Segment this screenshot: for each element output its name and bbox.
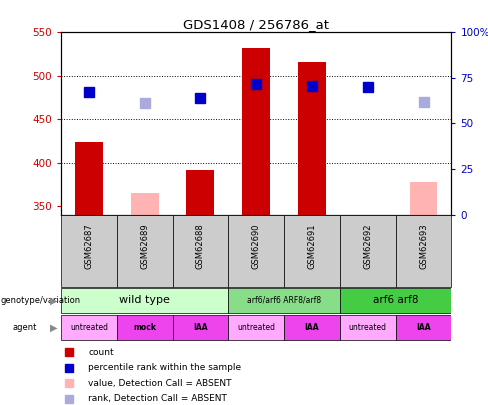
Bar [61,315,117,341]
Text: agent: agent [12,323,37,332]
Bar [340,288,451,313]
Bar [61,215,117,287]
Bar [228,215,284,287]
Bar [396,315,451,341]
Bar [173,215,228,287]
Text: GSM62687: GSM62687 [84,224,93,269]
Bar [173,315,228,341]
Bar [186,170,214,215]
Bar [131,193,159,215]
Text: GSM62689: GSM62689 [140,224,149,269]
Text: mock: mock [133,323,156,332]
Text: untreated: untreated [349,323,387,332]
Bar [340,315,396,341]
Bar [75,142,103,215]
Text: IAA: IAA [193,323,208,332]
Bar [396,215,451,287]
Text: ▶: ▶ [50,296,58,305]
Bar [298,62,326,215]
Text: wild type: wild type [119,296,170,305]
Text: percentile rank within the sample: percentile rank within the sample [88,363,242,372]
Bar [340,215,396,287]
Text: GSM62690: GSM62690 [252,224,261,269]
Text: value, Detection Call = ABSENT: value, Detection Call = ABSENT [88,379,232,388]
Bar [284,315,340,341]
Bar [61,288,228,313]
Text: ▶: ▶ [50,322,58,333]
Bar [228,315,284,341]
Text: count: count [88,347,114,357]
Title: GDS1408 / 256786_at: GDS1408 / 256786_at [183,18,329,31]
Text: GSM62688: GSM62688 [196,224,205,269]
Text: GSM62693: GSM62693 [419,224,428,269]
Bar [228,288,340,313]
Text: IAA: IAA [305,323,319,332]
Bar [242,48,270,215]
Text: arf6 arf8: arf6 arf8 [373,296,418,305]
Bar [117,315,173,341]
Text: untreated: untreated [237,323,275,332]
Text: IAA: IAA [416,323,431,332]
Bar [117,215,173,287]
Text: genotype/variation: genotype/variation [0,296,81,305]
Bar [284,215,340,287]
Text: untreated: untreated [70,323,108,332]
Text: GSM62691: GSM62691 [307,224,317,269]
Text: rank, Detection Call = ABSENT: rank, Detection Call = ABSENT [88,394,227,403]
Text: GSM62692: GSM62692 [363,224,372,269]
Bar [409,182,437,215]
Text: arf6/arf6 ARF8/arf8: arf6/arf6 ARF8/arf8 [247,296,321,305]
